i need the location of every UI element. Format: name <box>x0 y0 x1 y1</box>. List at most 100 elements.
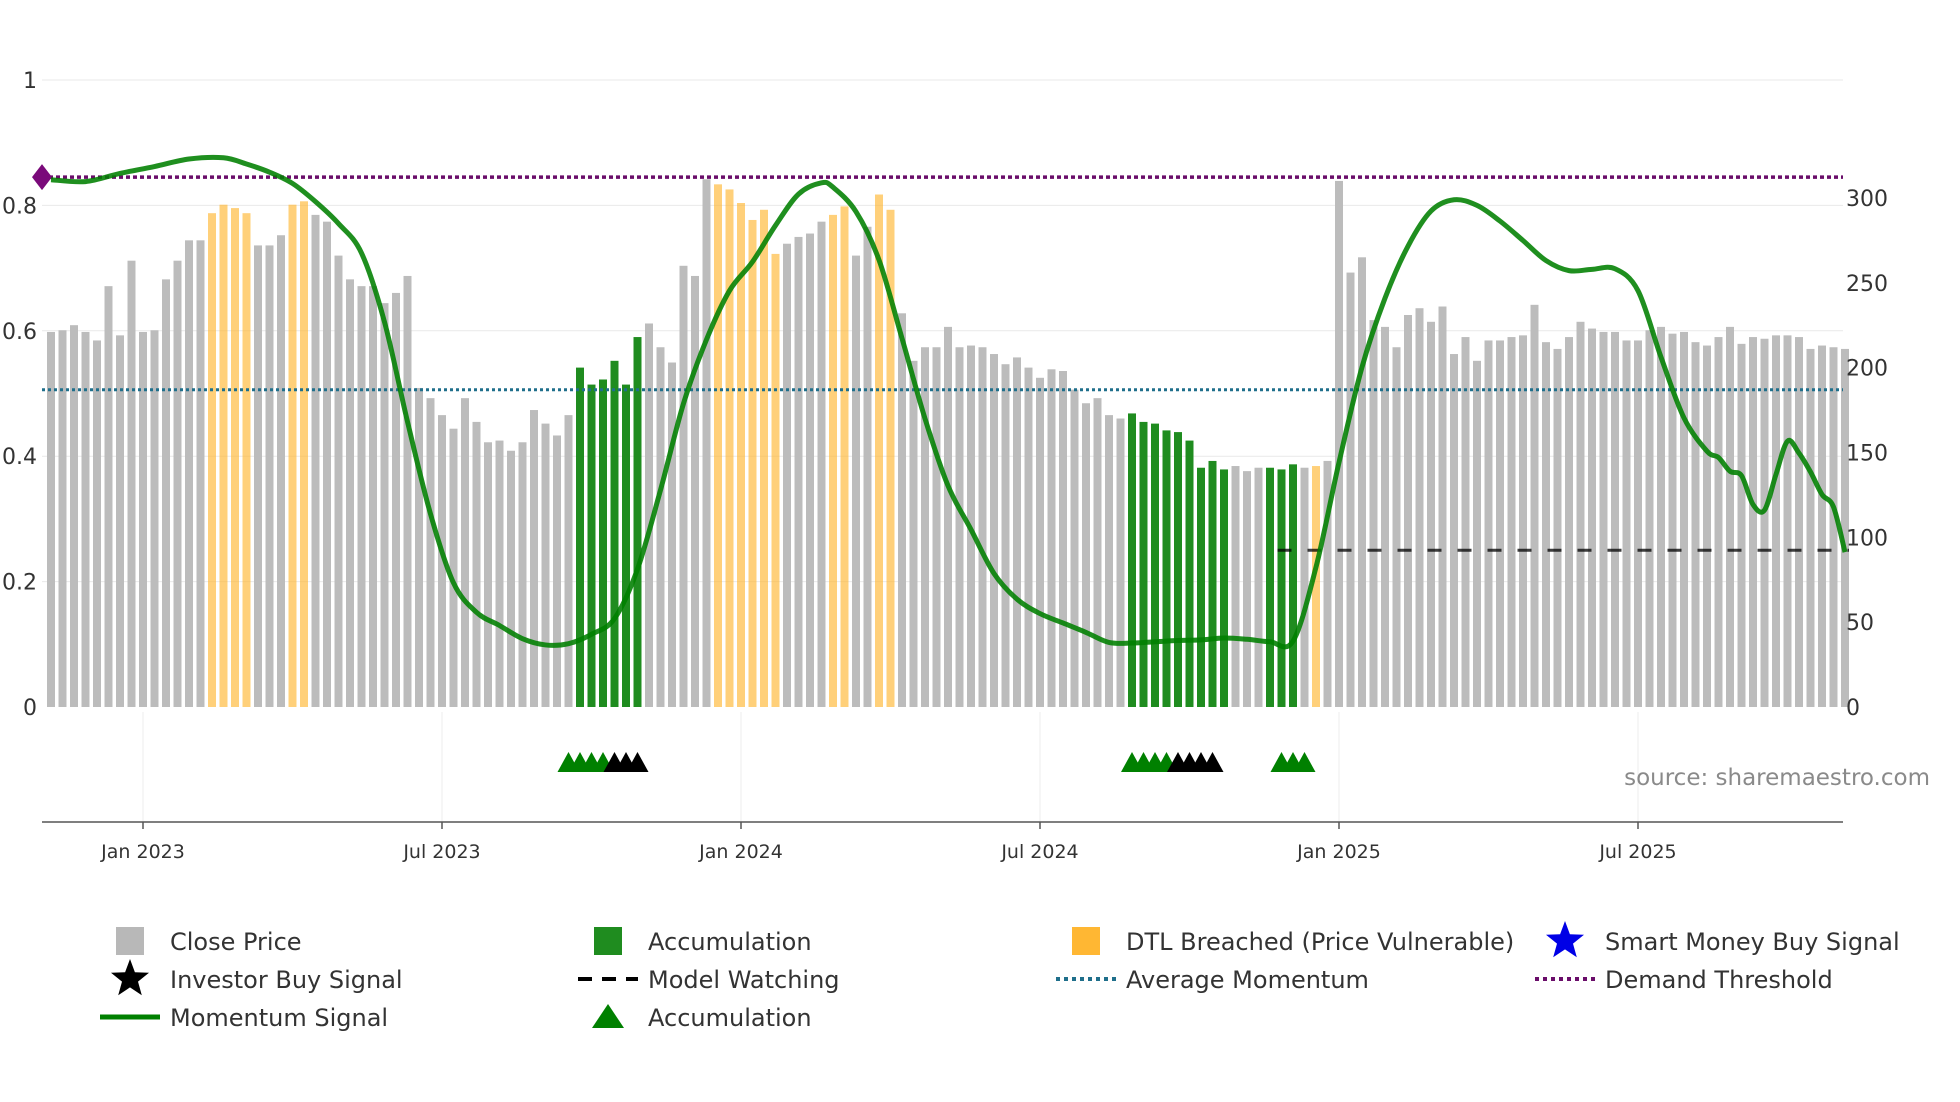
left-tick-label: 0.6 <box>2 320 37 345</box>
price-bar <box>668 362 676 707</box>
right-tick-label: 100 <box>1846 526 1888 551</box>
price-bar <box>1105 415 1113 707</box>
price-bar <box>254 245 262 707</box>
price-bar <box>1657 326 1665 707</box>
price-bar <box>495 440 504 707</box>
price-bar <box>1829 347 1838 707</box>
price-bar <box>1082 403 1090 707</box>
accumulation-bar <box>1220 469 1228 707</box>
right-tick-label: 250 <box>1846 272 1888 297</box>
price-bar <box>1806 348 1815 707</box>
price-bars <box>47 179 1849 708</box>
x-tick-label: Jan 2023 <box>100 841 185 863</box>
price-bar <box>1622 340 1631 707</box>
price-bar <box>1231 466 1240 707</box>
price-bar <box>553 435 561 707</box>
investor-buy-triangle <box>1201 752 1224 772</box>
accumulation-bar <box>599 379 607 707</box>
price-bar <box>1392 347 1401 707</box>
price-bar <box>863 226 872 707</box>
price-bar <box>1254 467 1263 707</box>
right-tick-label: 0 <box>1846 696 1860 721</box>
price-bar <box>1680 331 1688 707</box>
price-bar <box>1818 345 1826 707</box>
accumulation-bar <box>576 367 584 707</box>
left-tick-label: 0.2 <box>2 571 37 596</box>
legend-label: Momentum Signal <box>170 1004 388 1032</box>
dtl-breached-bar <box>760 209 768 707</box>
price-bar <box>162 279 170 707</box>
legend-label: Smart Money Buy Signal <box>1605 928 1900 956</box>
price-bar <box>104 286 113 707</box>
dtl-breached-bar <box>840 206 849 708</box>
price-bar <box>484 442 492 707</box>
price-bar <box>415 387 423 707</box>
dtl-breached-bar <box>829 214 837 707</box>
price-bar <box>1323 460 1332 707</box>
accumulation-bar <box>1277 469 1286 707</box>
price-bar <box>403 275 412 707</box>
price-bar <box>265 245 274 707</box>
price-bar <box>1093 398 1102 707</box>
threshold-lines <box>32 164 1849 552</box>
price-bar <box>392 292 400 707</box>
square-swatch <box>594 927 622 955</box>
price-bar <box>1749 337 1757 707</box>
price-bar <box>1507 337 1516 707</box>
price-bar <box>1565 337 1573 707</box>
star-icon <box>111 959 149 996</box>
price-bar <box>369 286 377 707</box>
legend-item: Investor Buy Signal <box>111 959 403 996</box>
price-bar <box>81 331 90 707</box>
x-tick-label: Jul 2024 <box>1000 841 1078 863</box>
price-bar <box>1473 360 1481 707</box>
price-bar <box>449 428 458 707</box>
price-bar <box>691 275 699 707</box>
price-bar <box>794 236 803 707</box>
price-bar <box>1070 389 1079 707</box>
x-tick-label: Jul 2023 <box>402 841 480 863</box>
price-bar <box>1703 345 1711 707</box>
axes: 0 0.2 0.4 0.6 0.8 1 0 50 100 150 200 250 300 Jan 2023… <box>2 69 1888 863</box>
price-bar <box>944 326 952 707</box>
legend-item: Model Watching <box>578 966 840 994</box>
price-bar <box>1783 335 1792 707</box>
dtl-breached-bar <box>875 194 883 708</box>
price-bar <box>1645 330 1654 707</box>
price-bar <box>1116 418 1125 707</box>
price-bar <box>1059 371 1067 707</box>
x-tick-label: Jan 2024 <box>698 841 783 863</box>
price-bar <box>426 398 435 707</box>
price-bar <box>530 410 538 707</box>
price-bar <box>323 221 331 707</box>
legend-item: Momentum Signal <box>100 1004 388 1032</box>
accumulation-bar <box>1162 430 1171 707</box>
momentum-line <box>50 154 1848 650</box>
price-bar <box>541 423 550 707</box>
price-bar <box>1047 369 1056 707</box>
accumulation-bar <box>633 337 642 707</box>
accumulation-bar <box>1139 421 1148 707</box>
price-bar <box>311 214 320 707</box>
price-bar <box>990 354 998 707</box>
price-bar <box>1634 340 1642 707</box>
accumulation-bar <box>1174 432 1182 707</box>
x-tick-label: Jan 2025 <box>1296 841 1381 863</box>
price-bar <box>277 235 285 707</box>
triangle-icon <box>592 1004 624 1028</box>
accumulation-bar <box>1266 467 1274 707</box>
price-bar <box>1496 340 1504 707</box>
price-bar <box>852 255 860 707</box>
left-tick-label: 0.8 <box>2 194 37 219</box>
right-tick-label: 50 <box>1846 611 1874 636</box>
price-bar <box>1484 340 1493 707</box>
price-bar <box>1001 364 1010 707</box>
dtl-breached-bar <box>725 189 734 707</box>
legend-label: Investor Buy Signal <box>170 966 403 994</box>
right-tick-label: 300 <box>1846 187 1888 212</box>
price-bar <box>1599 331 1608 707</box>
legend-item: Close Price <box>116 927 302 956</box>
square-swatch <box>116 927 144 955</box>
price-bar <box>1335 180 1343 707</box>
dtl-breached-bar <box>714 184 722 708</box>
